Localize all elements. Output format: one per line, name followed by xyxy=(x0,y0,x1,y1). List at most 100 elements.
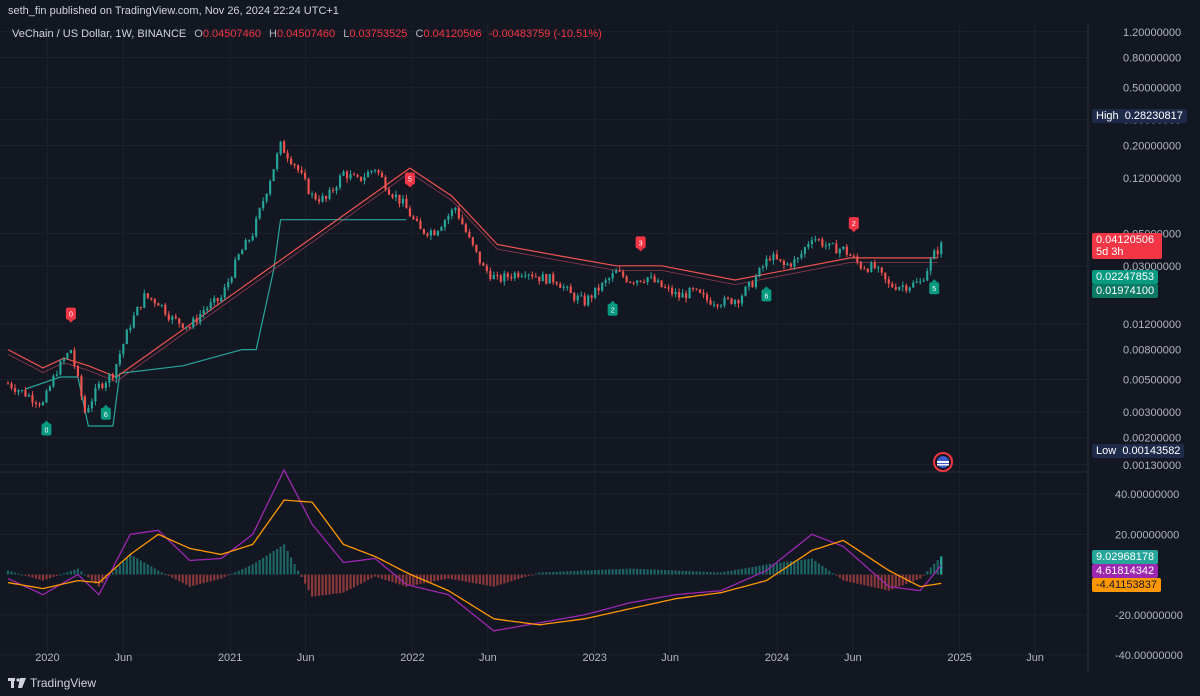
candle-body xyxy=(719,305,723,307)
candle-body xyxy=(66,353,69,359)
price-tick-label: 0.00800000 xyxy=(1123,345,1181,357)
candle-body xyxy=(524,275,527,277)
macd-histogram-bar xyxy=(880,574,883,590)
candle-body xyxy=(62,358,66,362)
candle-body xyxy=(842,246,845,250)
candle-body xyxy=(583,295,586,306)
macd-histogram-bar xyxy=(506,574,509,583)
macd-histogram-bar xyxy=(223,574,226,578)
candle-body xyxy=(796,257,799,260)
macd-histogram-bar xyxy=(513,574,516,581)
publisher-bar: seth_fin published on TradingView.com, N… xyxy=(0,0,1200,22)
candle-body xyxy=(674,292,677,295)
macd-histogram-bar xyxy=(786,561,789,575)
candle-body xyxy=(241,250,244,255)
candle-body xyxy=(464,224,467,233)
signal-pointer xyxy=(67,319,74,323)
macd-histogram-bar xyxy=(657,569,660,575)
macd-histogram-bar xyxy=(527,574,530,576)
candle-body xyxy=(639,280,642,282)
candle-body xyxy=(129,327,132,330)
candle-body xyxy=(41,402,45,406)
macd-histogram-bar xyxy=(723,571,726,575)
high-badge-label: High xyxy=(1096,110,1119,122)
macd-histogram-bar xyxy=(751,566,754,575)
macd-histogram-bar xyxy=(677,570,681,575)
macd-histogram-bar xyxy=(454,574,457,580)
open-value: 0.04507460 xyxy=(202,28,261,40)
macd-histogram-bar xyxy=(719,572,723,575)
tradingview-logo[interactable]: TradingView xyxy=(8,676,96,690)
candle-body xyxy=(800,253,803,258)
candle-body xyxy=(279,141,282,155)
level1-badge: 0.02247853 xyxy=(1092,270,1159,284)
candle-body xyxy=(569,286,572,294)
macd-histogram-bar xyxy=(328,574,331,595)
macd-histogram-bar xyxy=(59,574,62,576)
buy-signal-marker: 0 xyxy=(41,420,52,436)
candle-body xyxy=(894,287,897,290)
price-tick-label: 0.00200000 xyxy=(1123,433,1181,445)
macd-histogram-bar xyxy=(363,574,366,582)
price-tick-label: 0.00130000 xyxy=(1123,460,1181,472)
ohlc-legend[interactable]: VeChain / US Dollar, 1W, BINANCE O0.0450… xyxy=(12,28,602,40)
macd-histogram-bar xyxy=(153,568,156,575)
candle-body xyxy=(737,300,740,304)
macd-histogram-bar xyxy=(373,574,377,577)
macd-histogram-bar xyxy=(531,574,534,576)
macd-histogram-bar xyxy=(765,564,768,575)
candle-body xyxy=(447,215,450,221)
macd-histogram-bar xyxy=(670,570,674,575)
macd-histogram-bar xyxy=(870,574,873,587)
macd-histogram-bar xyxy=(352,574,356,588)
candle-body xyxy=(76,366,79,377)
symbol-label[interactable]: VeChain / US Dollar, 1W, BINANCE xyxy=(12,28,187,40)
macd-histogram-bar xyxy=(800,559,803,575)
candle-body xyxy=(38,403,41,406)
signal-box xyxy=(41,423,52,436)
macd-histogram-bar xyxy=(873,574,876,588)
signal-box xyxy=(761,289,772,302)
macd-histogram-bar xyxy=(436,574,439,581)
candle-body xyxy=(384,177,387,190)
macd-histogram-bar xyxy=(691,571,695,575)
macd-histogram-bar xyxy=(366,574,370,581)
macd-histogram-bar xyxy=(48,574,52,579)
flag-icon[interactable] xyxy=(933,452,953,472)
macd-histogram-bar xyxy=(747,567,751,575)
macd-histogram-bar xyxy=(192,574,195,586)
candle-body xyxy=(10,383,13,389)
time-tick-label: 2024 xyxy=(765,652,789,664)
signal-box xyxy=(65,307,76,320)
candle-body xyxy=(213,298,216,303)
candle-body xyxy=(97,383,100,388)
macd-histogram-bar xyxy=(283,544,286,575)
candle-body xyxy=(499,275,502,282)
macd-histogram-bar xyxy=(143,562,146,575)
candle-body xyxy=(216,298,219,302)
macd-histogram-bar xyxy=(317,574,321,596)
macd-histogram-bar xyxy=(814,560,817,575)
candle-body xyxy=(370,170,373,172)
candle-body xyxy=(838,249,841,254)
candle-body xyxy=(716,304,719,307)
candle-body xyxy=(359,176,363,181)
macd-histogram-bar xyxy=(17,573,20,575)
supertrend-down-inner-line xyxy=(7,172,938,383)
candle-body xyxy=(887,279,890,284)
candle-body xyxy=(793,259,796,267)
macd-histogram-bar xyxy=(321,574,324,596)
macd-histogram-bar xyxy=(262,557,265,575)
time-tick-label: Jun xyxy=(661,652,679,664)
candle-body xyxy=(576,295,579,301)
candle-body xyxy=(433,230,436,236)
macd-histogram-bar xyxy=(772,563,775,575)
level2-value: 0.01974100 xyxy=(1096,285,1155,297)
price-tick-label: 1.20000000 xyxy=(1123,27,1181,39)
candle-body xyxy=(744,286,747,296)
candle-body xyxy=(258,208,261,219)
candle-body xyxy=(775,254,779,260)
candle-body xyxy=(468,232,471,238)
macd-histogram-bar xyxy=(555,571,558,575)
